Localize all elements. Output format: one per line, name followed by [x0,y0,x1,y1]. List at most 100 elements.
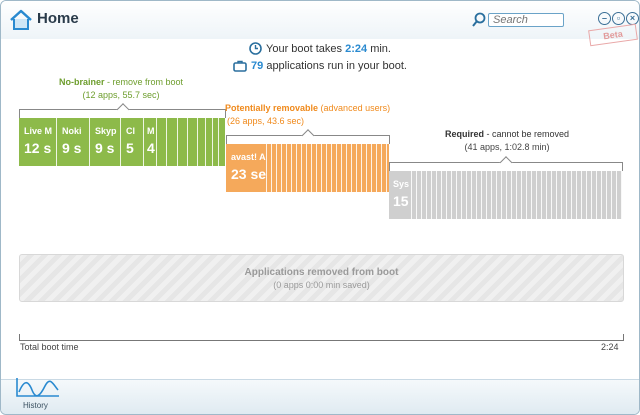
app-divider [536,171,537,219]
app-divider [120,118,121,166]
app-divider [566,171,567,219]
app-secs: 5 [126,140,134,156]
removable-apps-block[interactable]: avast! A 23 sec [226,144,389,192]
app-divider [541,171,542,219]
briefcase-icon [233,60,247,72]
app-tile-nokia[interactable]: Noki 9 s [57,118,89,166]
app-divider [205,118,206,166]
app-divider [511,171,512,219]
app-divider [596,171,597,219]
app-divider [426,171,427,219]
app-divider [296,144,297,192]
app-secs: 15 [393,193,409,209]
app-secs: 4 [147,140,155,156]
app-divider [456,171,457,219]
app-divider [386,144,387,192]
removed-apps-dropzone[interactable]: Applications removed from boot (0 apps 0… [19,254,624,302]
app-divider [371,144,372,192]
app-divider [341,144,342,192]
app-divider [321,144,322,192]
app-divider [436,171,437,219]
app-divider [521,171,522,219]
maximize-icon[interactable]: ▫ [612,12,625,25]
boot-prefix: Your boot takes [266,43,346,55]
history-label[interactable]: History [23,401,48,410]
app-divider [356,144,357,192]
app-divider [276,144,277,192]
history-chart-icon[interactable] [15,376,61,398]
app-divider [187,118,188,166]
app-tile-skype[interactable]: Skyp 9 s [90,118,120,166]
app-divider [376,144,377,192]
app-tile-avast[interactable]: avast! A 23 sec [226,144,266,192]
app-name: Skyp [95,126,117,136]
nobrainer-label: No-brainer - remove from boot [41,77,201,87]
app-divider [546,171,547,219]
app-name: Live M [24,126,53,136]
app-divider [301,144,302,192]
search-input[interactable] [488,13,564,27]
required-label: Required - cannot be removed [397,129,617,139]
app-divider [306,144,307,192]
app-divider [89,118,90,166]
app-divider [486,171,487,219]
boot-time-value: 2:24 [345,43,368,55]
app-divider [326,144,327,192]
removable-title-rest: (advanced users) [318,103,391,113]
boot-time-summary: Your boot takes 2:24 min. [1,42,639,55]
app-divider [361,144,362,192]
app-divider [621,171,622,219]
app-divider [481,171,482,219]
app-divider [526,171,527,219]
app-secs: 9 s [95,140,115,156]
clock-icon [249,42,262,55]
app-divider [291,144,292,192]
app-divider [576,171,577,219]
removable-title: Potentially removable [225,103,319,113]
required-title-rest: - cannot be removed [483,129,570,139]
app-divider [218,118,219,166]
app-divider [606,171,607,219]
boot-timeline [19,334,624,341]
search-icon[interactable] [471,12,487,28]
removed-sub: (0 apps 0:00 min saved) [273,280,370,290]
required-apps-block[interactable]: Sys 15 [389,171,622,219]
title-bar: Home – ▫ × [1,1,639,39]
apps-suffix: applications run in your boot. [263,60,407,72]
app-tile-cl[interactable]: Cl 5 [121,118,143,166]
app-divider [411,171,412,219]
app-divider [197,118,198,166]
app-name: avast! A [231,152,266,162]
app-divider [556,171,557,219]
app-divider [461,171,462,219]
app-divider [496,171,497,219]
app-divider [571,171,572,219]
app-tile-sys[interactable]: Sys 15 [389,171,411,219]
app-divider [366,144,367,192]
nobrainer-title-rest: - remove from boot [104,77,184,87]
app-divider [611,171,612,219]
nobrainer-title: No-brainer [58,77,105,87]
app-divider [431,171,432,219]
app-divider [286,144,287,192]
close-icon[interactable]: × [626,12,639,25]
app-divider [491,171,492,219]
app-secs: 9 s [62,140,82,156]
required-title: Required [444,129,484,139]
app-divider [586,171,587,219]
home-icon[interactable] [9,9,33,31]
app-divider [531,171,532,219]
app-divider [416,171,417,219]
apps-summary: 79 applications run in your boot. [1,60,639,72]
app-divider [331,144,332,192]
apps-count-value: 79 [251,60,264,72]
app-tile-live-mesh[interactable]: Live M 12 s [19,118,56,166]
bottom-bar: History [1,376,639,414]
app-divider [551,171,552,219]
app-divider [561,171,562,219]
nobrainer-sub: (12 apps, 55.7 sec) [82,90,160,100]
minimize-icon[interactable]: – [598,12,611,25]
app-divider [581,171,582,219]
